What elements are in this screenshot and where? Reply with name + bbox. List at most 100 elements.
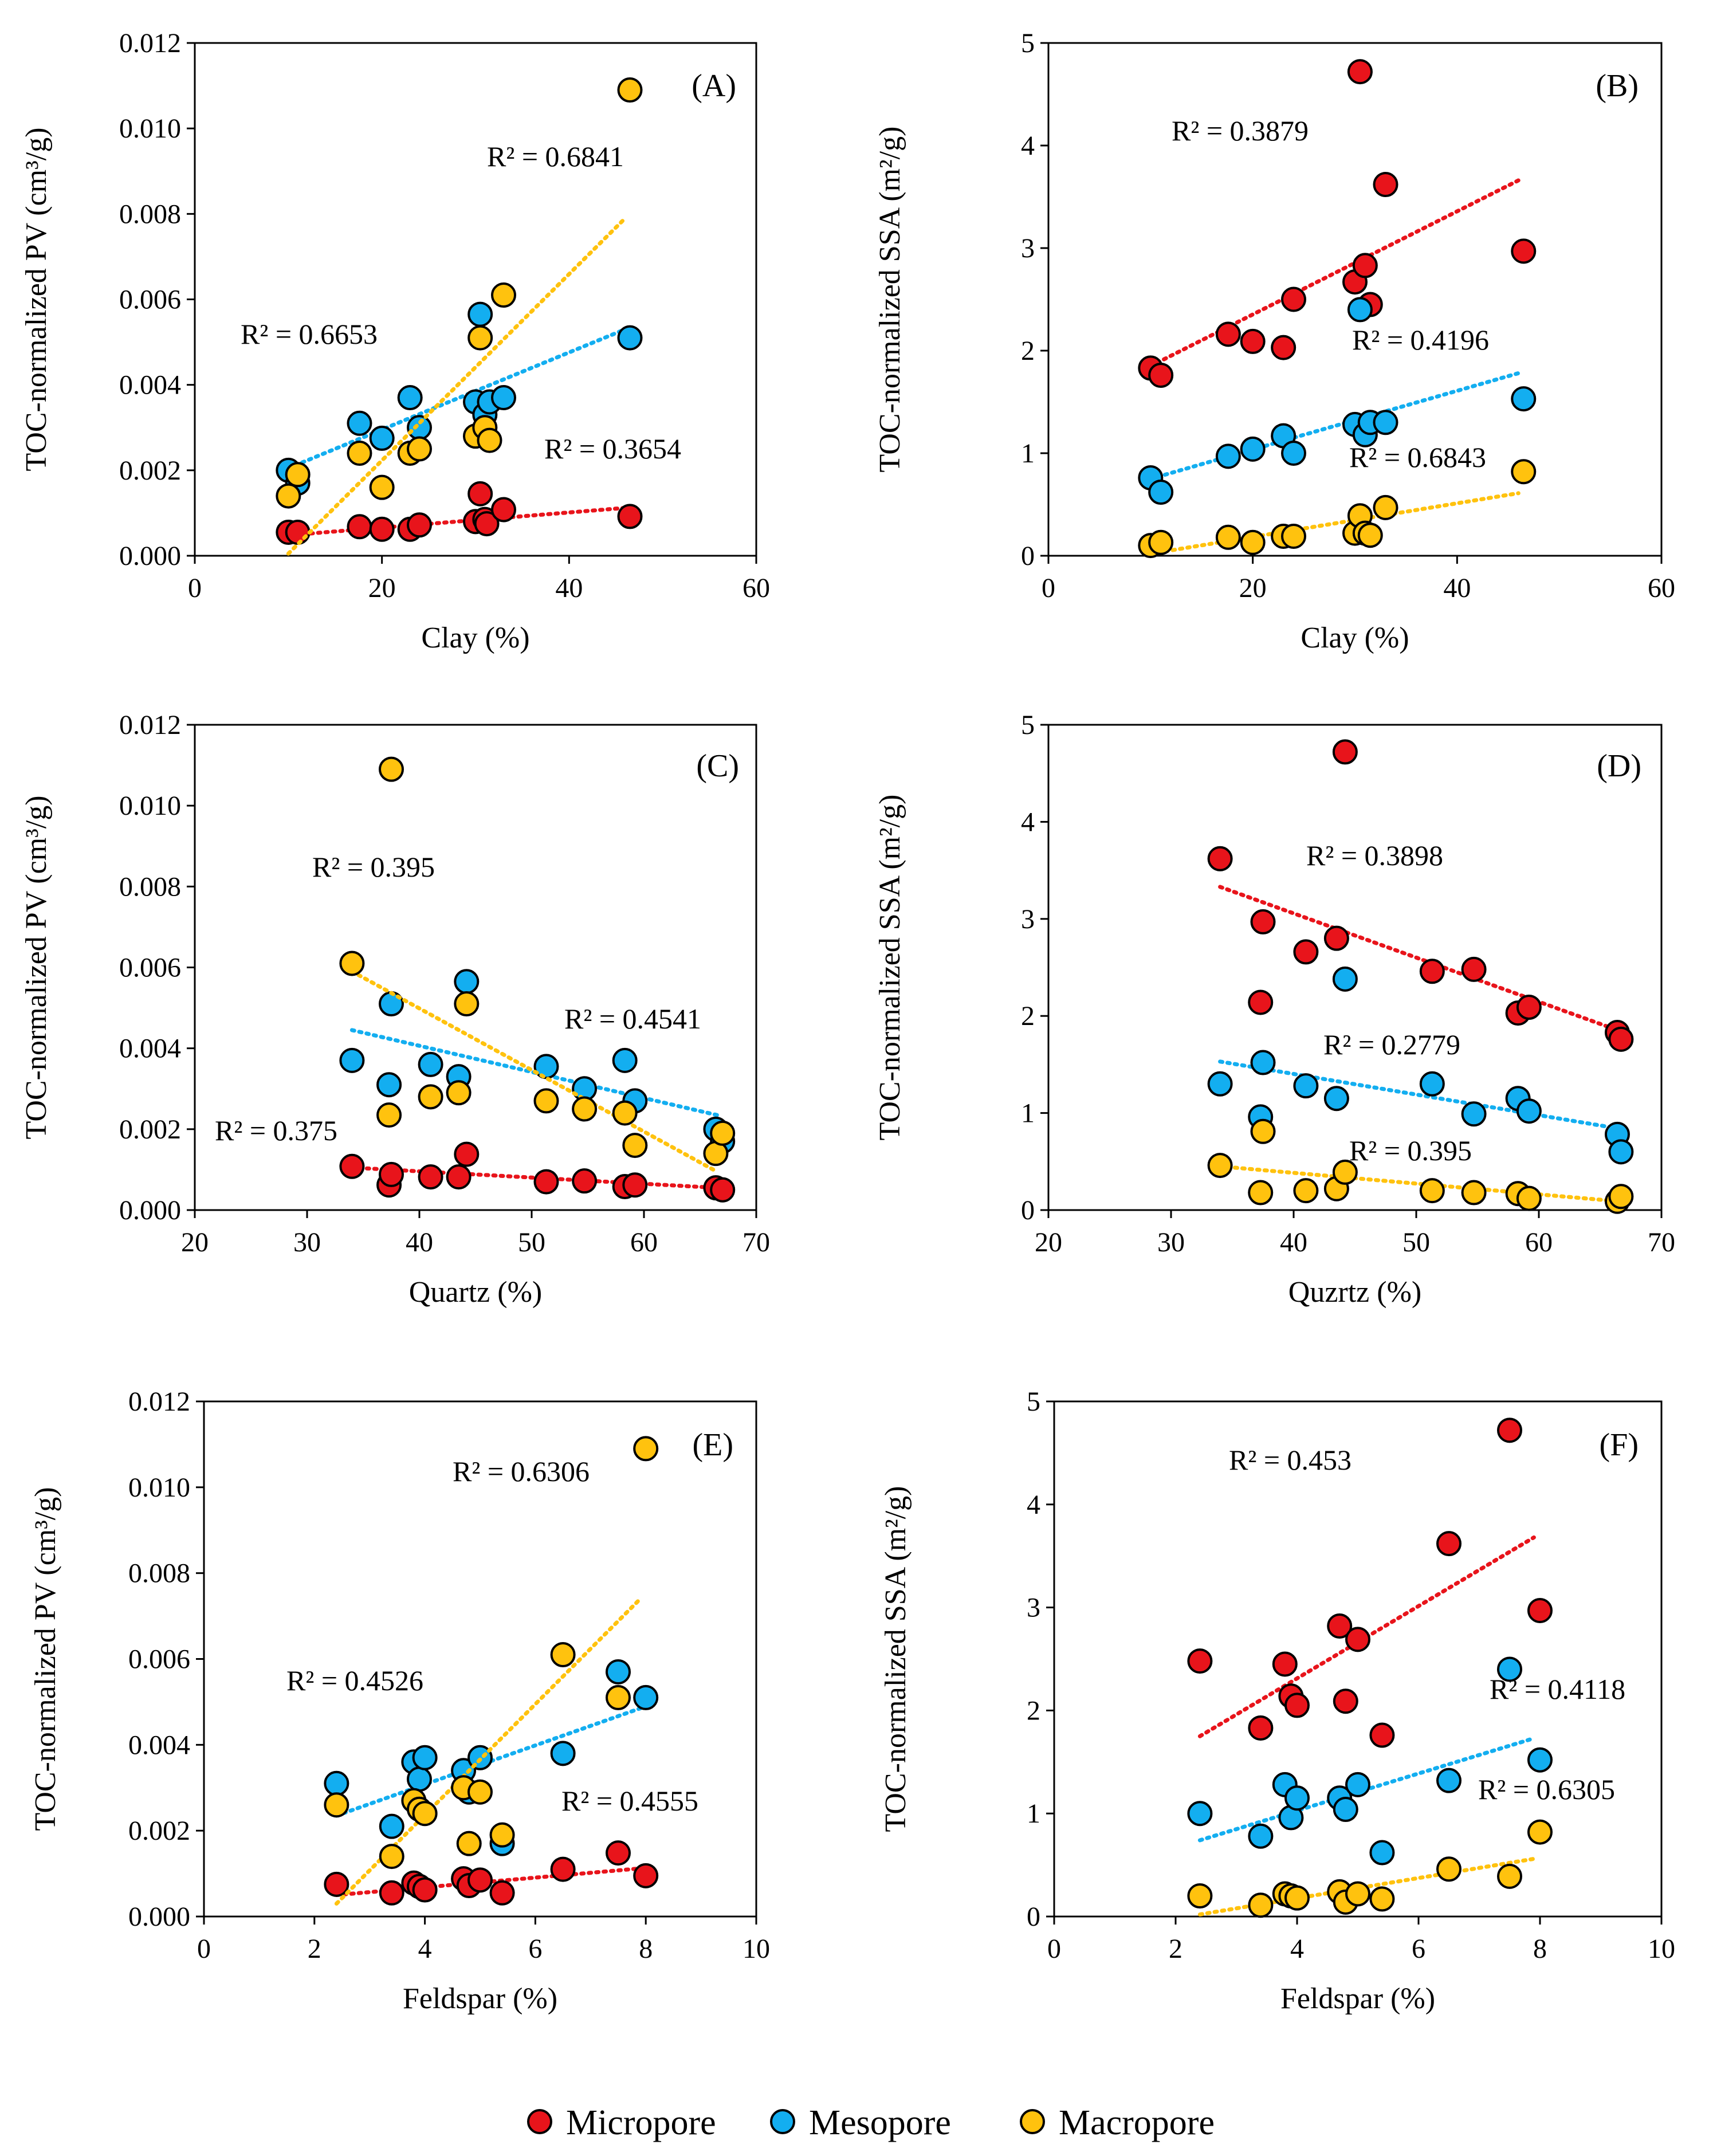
y-tick-label: 0.002 [119, 455, 181, 486]
series-macropore [1138, 459, 1537, 559]
data-point-micropore [1248, 989, 1274, 1015]
y-axis-label: TOC-normalized PV (cm³/g) [20, 795, 53, 1139]
data-point-mesopore [1511, 386, 1537, 412]
y-tick-label: 0.004 [119, 1034, 181, 1064]
y-tick-label: 0.008 [128, 1558, 190, 1589]
data-point-micropore [467, 481, 493, 506]
y-tick-label: 0.002 [119, 1114, 181, 1145]
r2-label-micropore: R² = 0.3879 [1172, 115, 1309, 147]
y-tick-label: 3 [1021, 233, 1035, 264]
data-point-mesopore [412, 1745, 438, 1770]
r2-label-micropore: R² = 0.3898 [1306, 839, 1443, 871]
data-point-mesopore [1369, 1840, 1395, 1866]
x-axis-label: Quartz (%) [409, 1276, 542, 1309]
series-micropore [339, 1141, 736, 1203]
data-point-micropore [1527, 1597, 1553, 1623]
y-tick-label: 3 [1027, 1593, 1040, 1623]
chart-panel-3: 0 1 2 3 4 5 20 30 40 50 60 70 Quzrtz (%) TOC-normaliz… [874, 710, 1675, 1309]
trendline-macropore [1148, 491, 1521, 556]
y-tick-label: 0 [1027, 1902, 1040, 1932]
data-point-mesopore [454, 969, 480, 995]
data-point-mesopore [1332, 966, 1358, 992]
y-tick-label: 0.000 [128, 1902, 190, 1932]
trendline-mesopore [286, 327, 627, 470]
x-tick-label: 20 [1035, 1227, 1062, 1258]
data-point-micropore [1347, 59, 1373, 85]
data-point-micropore [1436, 1531, 1462, 1557]
data-point-mesopore [407, 415, 432, 441]
x-tick-label: 60 [630, 1227, 658, 1258]
data-point-micropore [491, 497, 516, 523]
data-point-micropore [1369, 1722, 1395, 1748]
x-tick-label: 20 [1239, 573, 1267, 603]
data-point-micropore [606, 1840, 631, 1866]
r2-label-macropore: R² = 0.395 [312, 851, 435, 883]
data-point-micropore [1250, 909, 1276, 934]
data-point-mesopore [376, 1072, 402, 1098]
data-point-macropore [456, 1831, 482, 1856]
data-point-micropore [379, 1161, 404, 1187]
r2-label-mesopore: R² = 0.6653 [241, 318, 378, 350]
x-tick-label: 60 [1525, 1227, 1553, 1258]
legend-label-micropore: Micropore [566, 2103, 716, 2142]
data-point-micropore [1608, 1026, 1634, 1052]
data-point-micropore [1281, 286, 1306, 312]
y-tick-label: 0.004 [128, 1730, 190, 1760]
y-tick-label: 0.000 [119, 1195, 181, 1226]
series-macropore [276, 77, 643, 556]
data-point-mesopore [633, 1684, 659, 1710]
y-tick-label: 1 [1027, 1798, 1040, 1829]
data-point-mesopore [1345, 1772, 1370, 1797]
data-point-macropore [1332, 1159, 1358, 1185]
data-point-mesopore [1207, 1071, 1233, 1097]
y-axis-label: TOC-normalized PV (cm³/g) [20, 127, 53, 471]
data-point-micropore [1345, 1627, 1370, 1652]
data-point-micropore [412, 1877, 438, 1903]
data-point-mesopore [1461, 1101, 1487, 1127]
trendline-mesopore [1218, 1059, 1621, 1131]
data-point-macropore [1148, 529, 1174, 555]
data-point-micropore [347, 514, 372, 540]
data-point-mesopore [606, 1659, 631, 1684]
data-point-macropore [710, 1120, 736, 1146]
y-tick-label: 2 [1021, 1001, 1035, 1031]
r2-label-mesopore: R² = 0.4526 [286, 1664, 423, 1696]
data-point-macropore [1419, 1178, 1445, 1204]
data-point-macropore [533, 1088, 559, 1114]
y-axis-label: TOC-normalized SSA (m²/g) [874, 795, 906, 1141]
data-point-mesopore [1527, 1747, 1553, 1773]
data-point-mesopore [369, 425, 395, 451]
data-point-macropore [1240, 529, 1266, 555]
data-point-macropore [491, 282, 516, 308]
data-point-micropore [1248, 1715, 1274, 1741]
y-tick-label: 0.002 [128, 1816, 190, 1846]
data-point-macropore [1187, 1883, 1213, 1909]
chart-panel-4: 0.000 0.002 0.004 0.006 0.008 0.010 0.012 0 2 4 6 8… [29, 1387, 770, 2015]
y-tick-label: 0.008 [119, 199, 181, 229]
series-macropore [324, 1436, 659, 1906]
y-tick-label: 3 [1021, 904, 1035, 934]
x-tick-label: 0 [1042, 573, 1055, 603]
y-tick-label: 5 [1021, 710, 1035, 740]
data-point-macropore [418, 1084, 443, 1110]
data-point-micropore [1323, 925, 1349, 951]
x-tick-label: 0 [188, 573, 202, 603]
panel-label: (D) [1597, 748, 1641, 784]
panel-label: (E) [692, 1427, 733, 1463]
plot-frame [194, 42, 757, 557]
data-point-macropore [412, 1801, 438, 1827]
data-point-macropore [1461, 1180, 1487, 1205]
x-tick-label: 10 [742, 1934, 770, 1964]
data-point-macropore [1215, 524, 1241, 550]
x-axis-label: Clay (%) [1301, 622, 1409, 654]
data-point-macropore [1436, 1856, 1462, 1882]
data-point-mesopore [1281, 441, 1306, 466]
data-point-macropore [285, 462, 311, 488]
data-point-macropore [612, 1100, 638, 1126]
panel-label: (F) [1600, 1427, 1639, 1463]
data-point-macropore [369, 474, 395, 500]
legend-marker-mesopore [770, 2109, 795, 2134]
data-point-mesopore [533, 1054, 559, 1079]
x-tick-label: 2 [1169, 1934, 1182, 1964]
trendline-macropore [286, 216, 627, 556]
